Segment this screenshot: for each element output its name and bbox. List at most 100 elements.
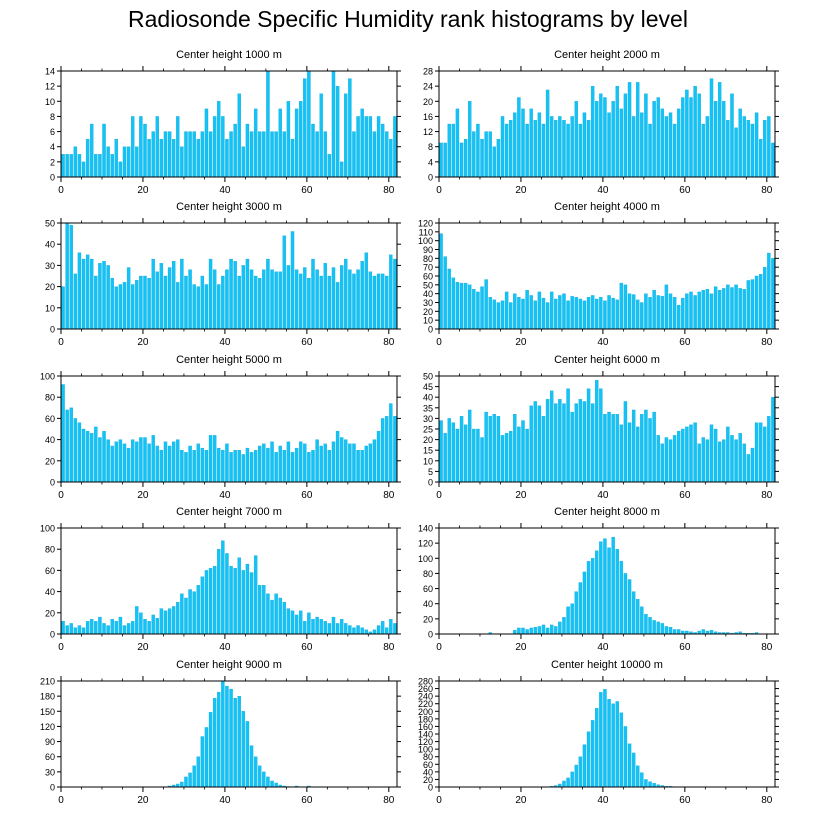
histogram-bar <box>123 444 126 482</box>
y-tick-label: 30 <box>45 261 55 271</box>
histogram-bar <box>534 627 537 634</box>
histogram-bar <box>599 297 602 329</box>
histogram-bar <box>373 630 376 634</box>
histogram-bar <box>677 109 680 177</box>
x-tick-label: 0 <box>58 490 64 501</box>
histogram-bar <box>168 446 171 482</box>
histogram-bar <box>444 257 447 329</box>
histogram-bar <box>316 132 319 177</box>
x-tick-label: 40 <box>597 642 609 653</box>
histogram-bar <box>254 450 257 482</box>
histogram-bar <box>554 299 557 329</box>
histogram-bar <box>352 628 355 634</box>
histogram-bar <box>164 276 167 329</box>
histogram-bar <box>164 442 167 482</box>
panel-5: Center height 5000 m0 20 40 60 8002040608010… <box>40 354 401 501</box>
histogram-bar <box>460 283 463 329</box>
histogram-bar <box>336 86 339 177</box>
histogram-bar <box>612 298 615 329</box>
histogram-bar <box>344 259 347 329</box>
histogram-bar <box>554 626 557 634</box>
histogram-bar <box>62 621 65 634</box>
histogram-bar <box>743 116 746 177</box>
histogram-bar <box>771 258 774 329</box>
histogram-bar <box>517 297 520 329</box>
histogram-bar <box>270 270 273 329</box>
y-tick-label: 4 <box>428 157 433 167</box>
histogram-bar <box>189 773 192 787</box>
histogram-bar <box>743 444 746 482</box>
histogram-bar <box>558 622 561 634</box>
histogram-bar <box>730 94 733 177</box>
y-tick-label: 100 <box>40 372 55 382</box>
histogram-bar <box>62 154 65 177</box>
histogram-bar <box>616 414 619 482</box>
histogram-bar <box>78 253 81 329</box>
histogram-bar <box>628 423 631 482</box>
histogram-bar <box>295 615 298 634</box>
plot-frame <box>61 681 397 787</box>
histogram-bar <box>164 132 167 177</box>
histogram-bar <box>275 594 278 634</box>
histogram-bar <box>726 285 729 329</box>
histogram-bar <box>123 147 126 177</box>
histogram-bar <box>221 681 224 787</box>
histogram-bar <box>393 623 396 634</box>
histogram-bar <box>238 450 241 482</box>
histogram-bar <box>460 143 463 177</box>
histogram-bar <box>644 614 647 634</box>
histogram-bar <box>620 283 623 329</box>
histogram-bar <box>221 450 224 482</box>
histogram-bar <box>771 397 774 482</box>
histogram-bar <box>608 548 611 634</box>
histogram-bar <box>184 777 187 787</box>
histogram-bar <box>283 132 286 177</box>
y-tick-label: 20 <box>423 97 433 107</box>
histogram-bar <box>127 448 130 482</box>
histogram-bar <box>558 399 561 482</box>
histogram-bar <box>230 689 233 787</box>
histogram-bar <box>86 621 89 634</box>
histogram-bar <box>98 617 101 634</box>
y-tick-label: 12 <box>423 127 433 137</box>
histogram-bar <box>472 132 475 177</box>
histogram-bar <box>739 433 742 482</box>
histogram-bar <box>303 79 306 177</box>
histogram-bar <box>497 416 500 482</box>
histogram-bar <box>440 421 443 482</box>
histogram-bar <box>135 442 138 482</box>
histogram-bar <box>283 236 286 329</box>
histogram-bar <box>258 766 261 787</box>
histogram-bar <box>234 450 237 482</box>
histogram-bar <box>184 276 187 329</box>
histogram-bar <box>489 416 492 482</box>
histogram-bar <box>648 297 651 329</box>
histogram-bar <box>718 290 721 329</box>
x-tick-label: 80 <box>383 642 395 653</box>
histogram-bar <box>336 282 339 329</box>
histogram-bar <box>320 94 323 177</box>
histogram-bar <box>119 617 122 634</box>
histogram-bar <box>131 440 134 482</box>
histogram-bar <box>393 116 396 177</box>
histogram-bar <box>357 450 360 482</box>
histogram-bar <box>98 154 101 177</box>
histogram-bar <box>152 435 155 482</box>
histogram-bar <box>497 139 500 177</box>
y-tick-label: 80 <box>423 254 433 264</box>
histogram-bar <box>344 94 347 177</box>
histogram-bar <box>180 782 183 787</box>
histogram-bar <box>316 270 319 329</box>
histogram-bar <box>702 290 705 329</box>
histogram-bar <box>287 101 290 177</box>
histogram-bar <box>139 613 142 634</box>
histogram-bar <box>591 558 594 634</box>
histogram-bar <box>291 231 294 329</box>
histogram-bar <box>542 416 545 482</box>
histogram-bar <box>250 452 253 482</box>
histogram-bar <box>340 619 343 634</box>
histogram-bar <box>258 585 261 634</box>
x-tick-label: 40 <box>597 795 609 806</box>
histogram-bar <box>476 124 479 177</box>
histogram-bar <box>98 263 101 329</box>
